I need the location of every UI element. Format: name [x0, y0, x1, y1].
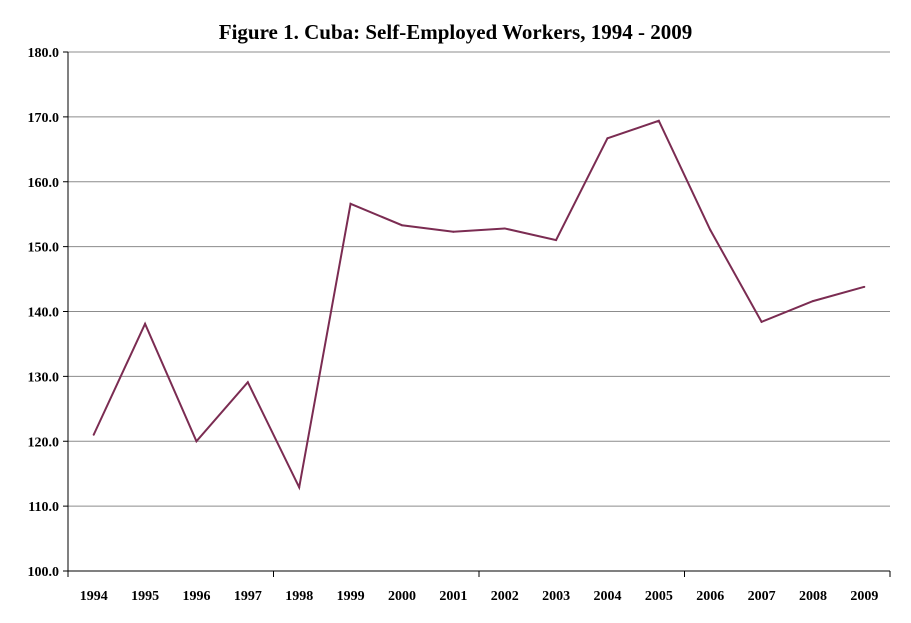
- data-point: [246, 381, 249, 384]
- y-tick-label: 180.0: [28, 46, 60, 61]
- chart-title: Figure 1. Cuba: Self-Employed Workers, 1…: [218, 20, 693, 44]
- x-tick-label: 1999: [337, 589, 365, 604]
- y-tick-label: 120.0: [28, 435, 60, 450]
- x-tick-label: 2002: [491, 589, 519, 604]
- data-point: [709, 228, 712, 231]
- data-point: [606, 137, 609, 140]
- data-point: [195, 440, 198, 443]
- x-tick-label: 1997: [234, 589, 262, 604]
- x-tick-label: 2004: [593, 589, 621, 604]
- x-tick-label: 1994: [80, 589, 108, 604]
- data-point: [349, 202, 352, 205]
- y-tick-label: 150.0: [28, 241, 60, 256]
- y-tick-label: 110.0: [28, 500, 59, 515]
- x-tick-label: 2001: [439, 589, 467, 604]
- data-point: [144, 322, 147, 325]
- data-point: [863, 285, 866, 288]
- y-tick-label: 160.0: [28, 176, 60, 191]
- data-point: [657, 119, 660, 122]
- x-tick-label: 2009: [850, 589, 878, 604]
- data-point: [452, 230, 455, 233]
- y-tick-label: 100.0: [28, 565, 60, 580]
- x-tick-label: 2007: [748, 589, 776, 604]
- x-tick-label: 2008: [799, 589, 827, 604]
- data-point: [760, 320, 763, 323]
- data-point: [555, 239, 558, 242]
- data-point: [400, 224, 403, 227]
- x-tick-label: 1998: [285, 589, 313, 604]
- x-tick-label: 2003: [542, 589, 570, 604]
- data-point: [503, 227, 506, 230]
- x-tick-label: 2005: [645, 589, 673, 604]
- data-point: [92, 433, 95, 436]
- y-tick-label: 140.0: [28, 306, 60, 321]
- x-tick-label: 2000: [388, 589, 416, 604]
- series-line: [92, 119, 865, 491]
- data-point: [811, 300, 814, 303]
- x-tick-label: 2006: [696, 589, 724, 604]
- y-tick-label: 130.0: [28, 370, 60, 385]
- x-tick-label: 1996: [182, 589, 210, 604]
- data-point: [298, 486, 301, 489]
- y-tick-label: 170.0: [28, 111, 60, 126]
- x-tick-label: 1995: [131, 589, 159, 604]
